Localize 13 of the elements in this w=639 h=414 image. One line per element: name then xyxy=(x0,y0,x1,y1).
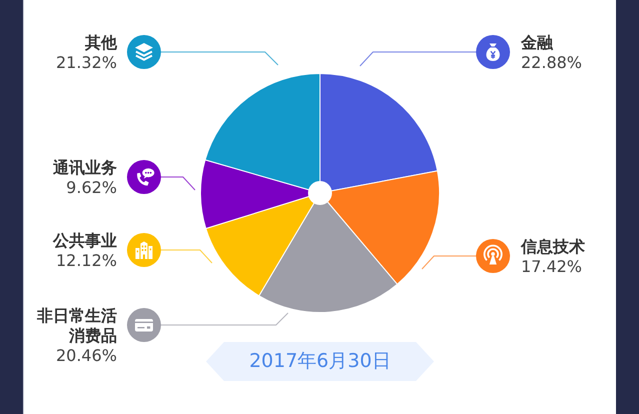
legend-label: 通讯业务 xyxy=(52,158,117,178)
slice-label: 信息技术 xyxy=(520,237,585,256)
data-label: 12.12% xyxy=(56,251,117,270)
legend-label: 非日常生活消费品 xyxy=(36,306,117,346)
data-label: 17.42% xyxy=(521,257,582,276)
legend-label: 其他 xyxy=(84,33,118,52)
slice-label: 金融 xyxy=(520,33,554,52)
data-label: 21.32% xyxy=(56,53,117,72)
data-label: 22.88% xyxy=(521,53,582,72)
data-label: 9.62% xyxy=(66,178,117,198)
data-label: 20.46% xyxy=(56,346,117,366)
hexagon-banner: 2017年6月30日 xyxy=(206,342,434,381)
legend-label: 公共事业 xyxy=(52,231,117,250)
